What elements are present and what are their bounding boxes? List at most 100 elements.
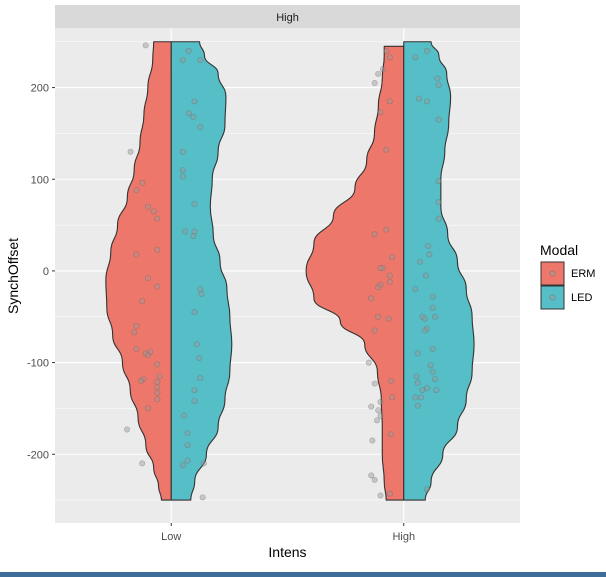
- data-point: [371, 476, 378, 483]
- facet-strip: [55, 5, 520, 28]
- data-point: [139, 298, 146, 305]
- data-point: [377, 109, 384, 116]
- data-point: [179, 462, 186, 469]
- window-bottom-bar: [0, 572, 606, 577]
- data-point: [198, 290, 205, 297]
- data-point: [133, 187, 140, 194]
- data-point: [429, 368, 436, 375]
- y-tick-label: 0: [43, 266, 49, 278]
- data-point: [179, 173, 186, 180]
- legend-point-erm: [549, 270, 556, 277]
- data-point: [369, 437, 376, 444]
- data-point: [423, 325, 430, 332]
- data-point: [418, 394, 425, 401]
- data-point: [142, 42, 149, 49]
- data-point: [154, 389, 161, 396]
- y-tick-label: 200: [31, 83, 49, 95]
- data-point: [419, 387, 426, 394]
- data-point: [385, 315, 392, 322]
- data-point: [154, 384, 161, 391]
- data-point: [184, 442, 191, 449]
- y-tick-label: -200: [27, 449, 49, 461]
- data-point: [389, 254, 396, 261]
- data-point: [421, 315, 428, 322]
- data-point: [145, 275, 152, 282]
- data-point: [435, 199, 442, 206]
- data-point: [150, 208, 157, 215]
- data-point: [138, 377, 145, 384]
- data-point: [379, 66, 386, 73]
- jitter-points: [124, 42, 442, 501]
- data-point: [191, 98, 198, 105]
- data-point: [414, 402, 421, 409]
- data-point: [197, 57, 204, 64]
- data-point: [389, 394, 396, 401]
- data-point: [375, 407, 382, 414]
- violins: [105, 41, 475, 501]
- y-tick-label: -100: [27, 358, 49, 370]
- data-point: [199, 494, 206, 501]
- data-point: [377, 265, 384, 272]
- data-point: [379, 265, 386, 272]
- data-point: [197, 286, 204, 293]
- legend-point-led: [549, 294, 556, 301]
- data-point: [387, 377, 394, 384]
- x-axis-title: Intens: [268, 544, 306, 560]
- data-point: [140, 376, 147, 383]
- data-point: [427, 362, 434, 369]
- data-point: [179, 148, 186, 155]
- data-point: [147, 348, 154, 355]
- data-point: [421, 327, 428, 334]
- data-point: [435, 81, 442, 88]
- data-point: [435, 215, 442, 222]
- data-point: [412, 286, 419, 293]
- legend-label-led: LED: [571, 292, 592, 304]
- data-point: [432, 313, 439, 320]
- data-point: [191, 398, 198, 405]
- data-point: [181, 412, 188, 419]
- data-point: [413, 373, 420, 380]
- data-point: [142, 350, 149, 357]
- data-point: [377, 412, 384, 419]
- data-point: [196, 354, 203, 361]
- data-point: [419, 313, 426, 320]
- data-point: [375, 284, 382, 291]
- data-point: [386, 98, 393, 105]
- data-point: [386, 54, 393, 61]
- data-point: [429, 345, 436, 352]
- data-point: [368, 403, 375, 410]
- data-point: [412, 54, 419, 61]
- data-point: [179, 167, 186, 174]
- data-point: [184, 430, 191, 437]
- data-point: [435, 178, 442, 185]
- data-point: [425, 243, 432, 250]
- data-point: [139, 179, 146, 186]
- data-point: [191, 228, 198, 235]
- violin-low-led: [170, 41, 233, 501]
- data-point: [377, 398, 384, 405]
- data-point: [185, 47, 192, 54]
- data-point: [191, 387, 198, 394]
- data-point: [365, 359, 372, 366]
- data-point: [383, 47, 390, 54]
- data-point: [190, 113, 197, 120]
- data-point: [435, 116, 442, 123]
- legend: Modal ERM LED: [540, 242, 595, 310]
- data-point: [383, 146, 390, 153]
- data-point: [423, 486, 430, 493]
- violin-high-led: [403, 41, 475, 501]
- x-axis: Low High: [161, 523, 415, 543]
- data-point: [156, 373, 163, 380]
- data-point: [371, 380, 378, 387]
- data-point: [197, 375, 204, 382]
- data-point: [154, 396, 161, 403]
- data-point: [124, 426, 131, 433]
- data-point: [423, 98, 430, 105]
- data-point: [133, 345, 140, 352]
- data-point: [145, 352, 152, 359]
- data-point: [368, 472, 375, 479]
- data-point: [179, 57, 186, 64]
- data-point: [414, 350, 421, 357]
- data-point: [371, 327, 378, 334]
- data-point: [374, 417, 381, 424]
